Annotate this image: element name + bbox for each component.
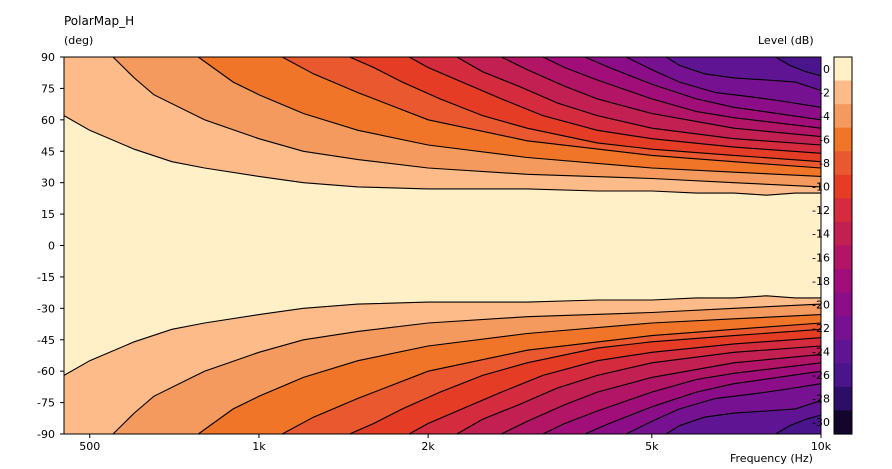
colorbar-tick-label: -2 — [819, 86, 830, 99]
x-tick-label: 10k — [811, 440, 832, 453]
contour-line-lower-24db — [665, 399, 821, 434]
colorbar-label: Level (dB) — [758, 34, 814, 47]
contour-line-upper-2db — [64, 115, 821, 196]
y-tick-label: 75 — [41, 82, 55, 95]
contour-band-upper-24db — [666, 57, 821, 91]
contour-line-upper-16db — [501, 57, 821, 138]
colorbar-tick-label: -6 — [819, 133, 830, 146]
colorbar-tick-label: -16 — [812, 251, 830, 264]
y-tick-label: 15 — [41, 208, 55, 221]
contour-line-upper-20db — [584, 57, 821, 121]
colorbar-swatch — [834, 410, 852, 435]
colorbar-tick-label: -26 — [812, 369, 830, 382]
contour-line-upper-18db — [542, 57, 821, 129]
contour-band-lower-26db — [775, 415, 821, 434]
colorbar-tick-label: -4 — [819, 110, 830, 123]
y-tick-label: 0 — [48, 240, 55, 253]
y-tick-label: 30 — [41, 177, 55, 190]
contour-line-upper-22db — [625, 57, 821, 108]
y-tick-label: 60 — [41, 114, 55, 127]
y-tick-label: -60 — [37, 365, 55, 378]
y-tick-label: -30 — [37, 302, 55, 315]
colorbar-tick-label: -30 — [812, 416, 830, 429]
colorbar-swatch — [834, 292, 852, 317]
colorbar-tick-label: -10 — [812, 181, 830, 194]
colorbar-swatch — [834, 57, 852, 82]
y-tick-label: -45 — [37, 334, 55, 347]
contour-line-upper-8db — [281, 57, 821, 169]
contour-line-upper-10db — [349, 57, 821, 163]
contour-line-lower-18db — [542, 362, 821, 434]
contour-line-lower-22db — [625, 383, 821, 434]
contour-line-lower-6db — [197, 314, 821, 434]
contour-line-upper-4db — [112, 57, 821, 188]
contour-line-upper-14db — [456, 57, 821, 146]
colorbar-swatch — [834, 363, 852, 388]
contour-plot — [64, 57, 821, 434]
colorbar-tick-label: -12 — [812, 204, 830, 217]
y-tick-label: -15 — [37, 271, 55, 284]
contour-line-lower-10db — [349, 328, 821, 434]
contour-line-lower-2db — [64, 295, 821, 376]
colorbar-swatch — [834, 316, 852, 341]
colorbar-tick-label: -14 — [812, 228, 830, 241]
y-tick-label: 45 — [41, 145, 55, 158]
colorbar-tick-label: -8 — [819, 157, 830, 170]
y-tick-label: 90 — [41, 51, 55, 64]
contour-line-lower-8db — [281, 322, 821, 434]
contour-line-upper-12db — [408, 57, 821, 154]
contour-line-lower-14db — [456, 345, 821, 434]
colorbar-frame — [833, 56, 853, 435]
colorbar-tick-label: 0 — [823, 63, 830, 76]
contour-line-upper-24db — [665, 57, 821, 92]
colorbar-swatch — [834, 151, 852, 176]
colorbar-tick-label: -20 — [812, 298, 830, 311]
x-tick-label: 5k — [645, 440, 659, 453]
colorbar-swatch — [834, 386, 852, 412]
x-axis-label: Frequency (Hz) — [730, 452, 813, 465]
colorbar-swatch — [834, 245, 852, 270]
contour-line-lower-20db — [584, 370, 821, 434]
x-tick-label: 2k — [421, 440, 435, 453]
colorbar-swatch — [834, 339, 852, 364]
colorbar: 0 -2 -4 -6 -8 -10 -12 -14 -16 -18 -20 -22 -24 -26 -28 -… — [812, 56, 853, 435]
y-axis-unit-label: (deg) — [64, 34, 93, 47]
colorbar-swatch — [834, 174, 852, 199]
contour-line-upper-6db — [197, 57, 821, 177]
colorbar-swatch — [834, 104, 852, 129]
x-tick-label: 1k — [252, 440, 266, 453]
colorbar-swatch — [834, 80, 852, 105]
colorbar-swatch — [834, 127, 852, 152]
colorbar-swatch — [834, 221, 852, 247]
colorbar-tick-label: -18 — [812, 275, 830, 288]
y-tick-label: -90 — [37, 428, 55, 441]
x-tick-label: 500 — [79, 440, 100, 453]
contour-line-lower-16db — [501, 353, 821, 434]
colorbar-swatch — [834, 198, 852, 223]
colorbar-swatch — [834, 269, 852, 294]
chart-title: PolarMap_H — [64, 14, 134, 28]
contour-line-lower-12db — [408, 337, 821, 434]
contour-band-lower-24db — [666, 400, 821, 434]
colorbar-tick-label: -22 — [812, 322, 830, 335]
contour-band-upper-26db — [775, 57, 821, 76]
contour-line-lower-26db — [775, 414, 821, 434]
contour-line-lower-4db — [112, 303, 821, 434]
colorbar-tick-label: -28 — [812, 393, 830, 406]
y-tick-label: -75 — [37, 397, 55, 410]
contour-line-upper-26db — [775, 57, 821, 77]
colorbar-tick-label: -24 — [812, 346, 830, 359]
